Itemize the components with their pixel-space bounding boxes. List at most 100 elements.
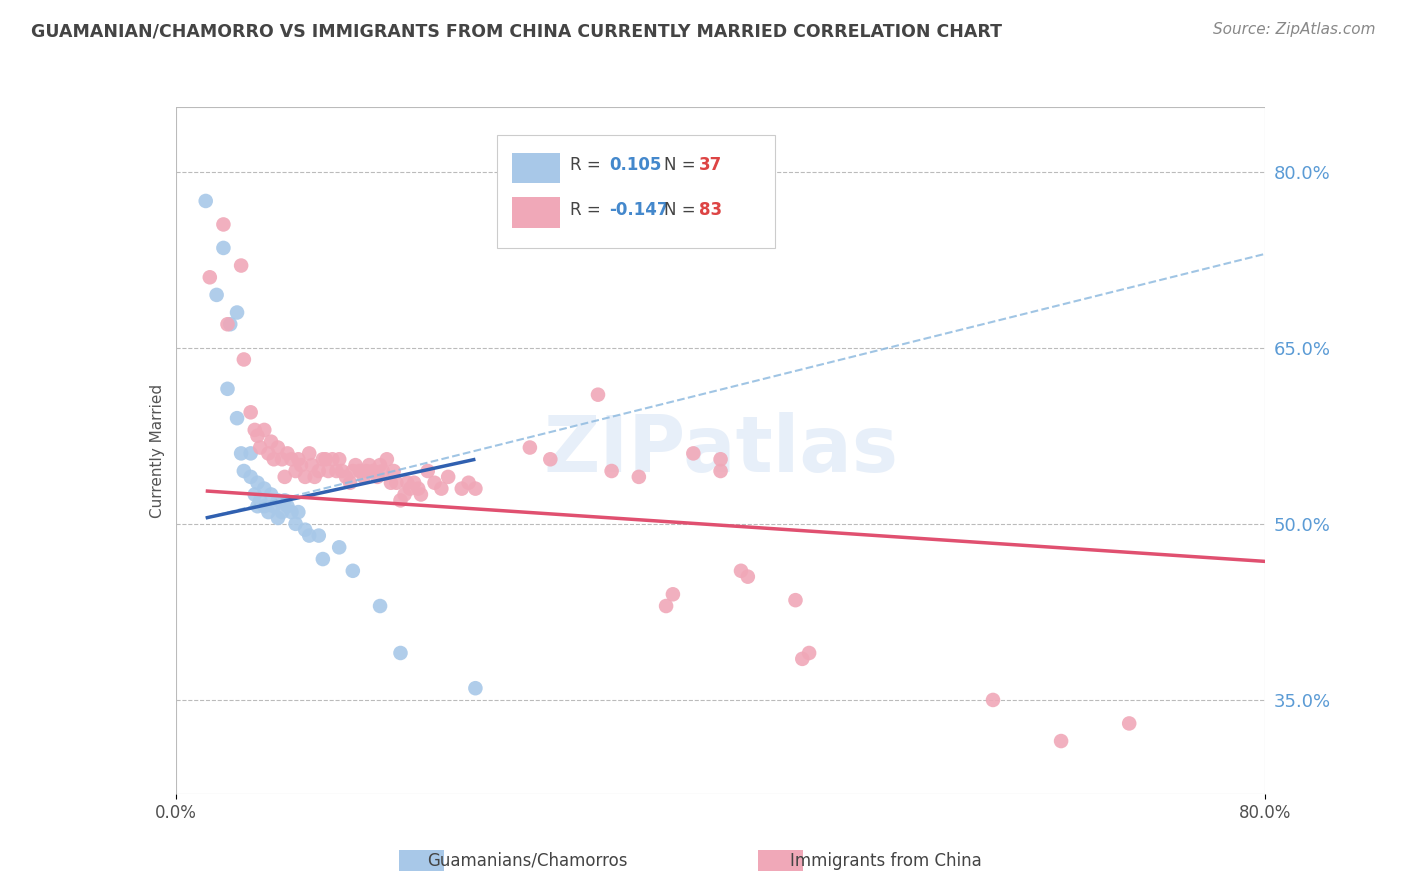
Point xyxy=(330,464,353,478)
Point xyxy=(231,259,253,273)
Point xyxy=(304,470,326,484)
Text: Immigrants from China: Immigrants from China xyxy=(790,852,981,870)
Point xyxy=(366,470,388,484)
Point xyxy=(1118,716,1140,731)
Point xyxy=(194,194,217,208)
Point xyxy=(359,458,381,472)
Text: GUAMANIAN/CHAMORRO VS IMMIGRANTS FROM CHINA CURRENTLY MARRIED CORRELATION CHART: GUAMANIAN/CHAMORRO VS IMMIGRANTS FROM CH… xyxy=(31,22,1002,40)
Point xyxy=(389,646,412,660)
Text: ZIPatlas: ZIPatlas xyxy=(543,412,898,489)
Point xyxy=(246,429,269,443)
Point xyxy=(253,482,276,496)
Point xyxy=(321,452,343,467)
Point xyxy=(260,487,283,501)
Point xyxy=(271,452,294,467)
Point xyxy=(394,487,416,501)
Text: N =: N = xyxy=(664,201,700,219)
Point xyxy=(318,464,340,478)
Point xyxy=(226,411,249,425)
Point xyxy=(253,500,276,514)
Text: -0.147: -0.147 xyxy=(609,201,669,219)
Point xyxy=(276,500,298,514)
Point xyxy=(267,493,290,508)
Point xyxy=(730,564,752,578)
Point xyxy=(737,569,759,583)
Point xyxy=(710,464,733,478)
Text: Guamanians/Chamorros: Guamanians/Chamorros xyxy=(427,852,627,870)
FancyBboxPatch shape xyxy=(512,153,561,183)
Point xyxy=(239,470,262,484)
Point xyxy=(325,464,347,478)
Point xyxy=(249,493,271,508)
Point xyxy=(385,475,408,490)
Text: 0.105: 0.105 xyxy=(609,156,662,175)
Point xyxy=(356,464,378,478)
Point xyxy=(404,475,426,490)
Point xyxy=(312,452,335,467)
Point xyxy=(217,318,239,332)
Point xyxy=(212,241,235,255)
Point xyxy=(301,458,323,472)
Text: 37: 37 xyxy=(699,156,723,175)
Text: R =: R = xyxy=(571,201,606,219)
FancyBboxPatch shape xyxy=(498,135,775,248)
Point xyxy=(981,693,1004,707)
Point xyxy=(260,434,283,449)
Point xyxy=(371,464,394,478)
Point xyxy=(328,541,350,555)
Point xyxy=(353,470,375,484)
Point xyxy=(430,482,453,496)
Point xyxy=(226,305,249,319)
Point xyxy=(298,528,321,542)
Point xyxy=(263,452,285,467)
Point xyxy=(399,482,422,496)
Point xyxy=(290,458,312,472)
Point xyxy=(246,475,269,490)
Point xyxy=(1050,734,1073,748)
Point xyxy=(335,470,357,484)
Point xyxy=(205,288,228,302)
Point xyxy=(457,475,479,490)
Point xyxy=(257,446,280,460)
Point xyxy=(315,452,337,467)
Point xyxy=(253,423,276,437)
Point xyxy=(538,452,561,467)
Point xyxy=(416,464,439,478)
Point xyxy=(239,446,262,460)
Point xyxy=(284,516,307,531)
Point xyxy=(710,452,733,467)
Point xyxy=(389,493,412,508)
Point xyxy=(464,681,486,696)
Point xyxy=(792,652,814,666)
Point xyxy=(380,475,402,490)
Point xyxy=(219,318,242,332)
Point xyxy=(243,423,266,437)
Point xyxy=(382,464,405,478)
Point xyxy=(243,487,266,501)
Point xyxy=(409,487,432,501)
Point xyxy=(263,500,285,514)
FancyBboxPatch shape xyxy=(512,197,561,228)
Point xyxy=(308,464,330,478)
Point xyxy=(312,552,335,566)
Point xyxy=(797,646,820,660)
Point xyxy=(437,470,460,484)
Point xyxy=(368,458,391,472)
Point xyxy=(655,599,678,613)
Point xyxy=(280,452,302,467)
Point xyxy=(450,482,472,496)
Point xyxy=(287,452,309,467)
Point xyxy=(231,446,253,460)
Point xyxy=(342,464,364,478)
Point xyxy=(267,441,290,455)
Point xyxy=(342,564,364,578)
Point xyxy=(349,464,371,478)
Point xyxy=(198,270,221,285)
Point xyxy=(212,218,235,232)
Point xyxy=(662,587,685,601)
Point xyxy=(586,387,609,401)
Point xyxy=(785,593,807,607)
Point xyxy=(232,352,254,367)
Point xyxy=(271,505,294,519)
Point xyxy=(308,528,330,542)
